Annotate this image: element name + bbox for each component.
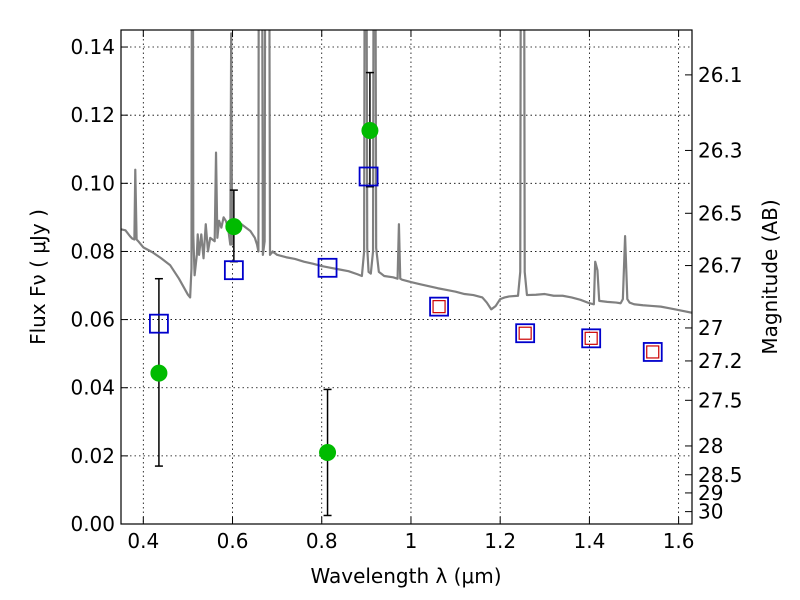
observed-point bbox=[225, 218, 243, 236]
model-photometry-marker bbox=[317, 257, 338, 278]
model-photometry-marker bbox=[358, 166, 379, 187]
y-axis-title: Flux Fν ( μJy ) bbox=[26, 209, 50, 345]
x-tick-label: 0.6 bbox=[217, 529, 249, 553]
right-axis-title: Magnitude (AB) bbox=[758, 199, 782, 354]
right-tick-label: 27 bbox=[698, 316, 723, 340]
right-tick-label: 26.1 bbox=[698, 63, 743, 87]
right-tick-label: 28 bbox=[698, 434, 723, 458]
model-photometry-marker bbox=[642, 342, 663, 362]
y-tick-label: 0.14 bbox=[70, 35, 115, 59]
y-tick-label: 0.06 bbox=[70, 308, 115, 332]
x-tick-label: 0.4 bbox=[127, 529, 159, 553]
x-tick-label: 0.8 bbox=[306, 529, 338, 553]
right-tick-label: 27.5 bbox=[698, 388, 743, 412]
model-photometry-inner-marker bbox=[432, 300, 446, 314]
y-tick-label: 0.00 bbox=[70, 512, 115, 536]
right-tick-label: 28.5 bbox=[698, 463, 743, 487]
x-axis-title: Wavelength λ (μm) bbox=[310, 564, 501, 588]
x-tick-label: 1.6 bbox=[663, 529, 695, 553]
axis-ticks: 0.4 0.6 0.8 1 1.2 1.4 1.6 0.00 0.02 0.04 0.06 0.08 0… bbox=[70, 30, 743, 553]
model-photometry-marker bbox=[515, 323, 536, 344]
model-photometry-marker bbox=[149, 313, 169, 334]
right-tick-label: 29 bbox=[698, 481, 723, 505]
right-tick-label: 30 bbox=[698, 500, 723, 524]
observed-point bbox=[361, 122, 379, 140]
right-tick-label: 27.2 bbox=[698, 349, 743, 373]
model-photometry-marker bbox=[223, 260, 244, 281]
y-tick-label: 0.08 bbox=[70, 239, 115, 263]
y-tick-label: 0.02 bbox=[70, 444, 115, 468]
x-tick-label: 1.4 bbox=[573, 529, 605, 553]
model-photometry-inner-marker bbox=[584, 331, 598, 345]
y-tick-label: 0.10 bbox=[70, 171, 115, 195]
model-photometry-marker bbox=[581, 328, 602, 349]
observed-point bbox=[150, 364, 168, 382]
x-tick-label: 1 bbox=[405, 529, 418, 553]
model-photometry-marker bbox=[429, 296, 449, 317]
plot-frame bbox=[120, 29, 693, 525]
model-spectrum-line bbox=[121, 30, 692, 314]
y-tick-label: 0.12 bbox=[70, 103, 115, 127]
right-tick-label: 26.5 bbox=[698, 201, 743, 225]
x-tick-label: 1.2 bbox=[484, 529, 516, 553]
right-tick-label: 26.7 bbox=[698, 254, 743, 278]
y-tick-label: 0.04 bbox=[70, 376, 115, 400]
model-photometry-inner-marker bbox=[518, 326, 532, 340]
right-tick-label: 26.3 bbox=[698, 138, 743, 162]
observed-point bbox=[319, 443, 337, 461]
plot-area bbox=[121, 30, 692, 517]
model-photometry-inner-marker bbox=[646, 345, 660, 359]
